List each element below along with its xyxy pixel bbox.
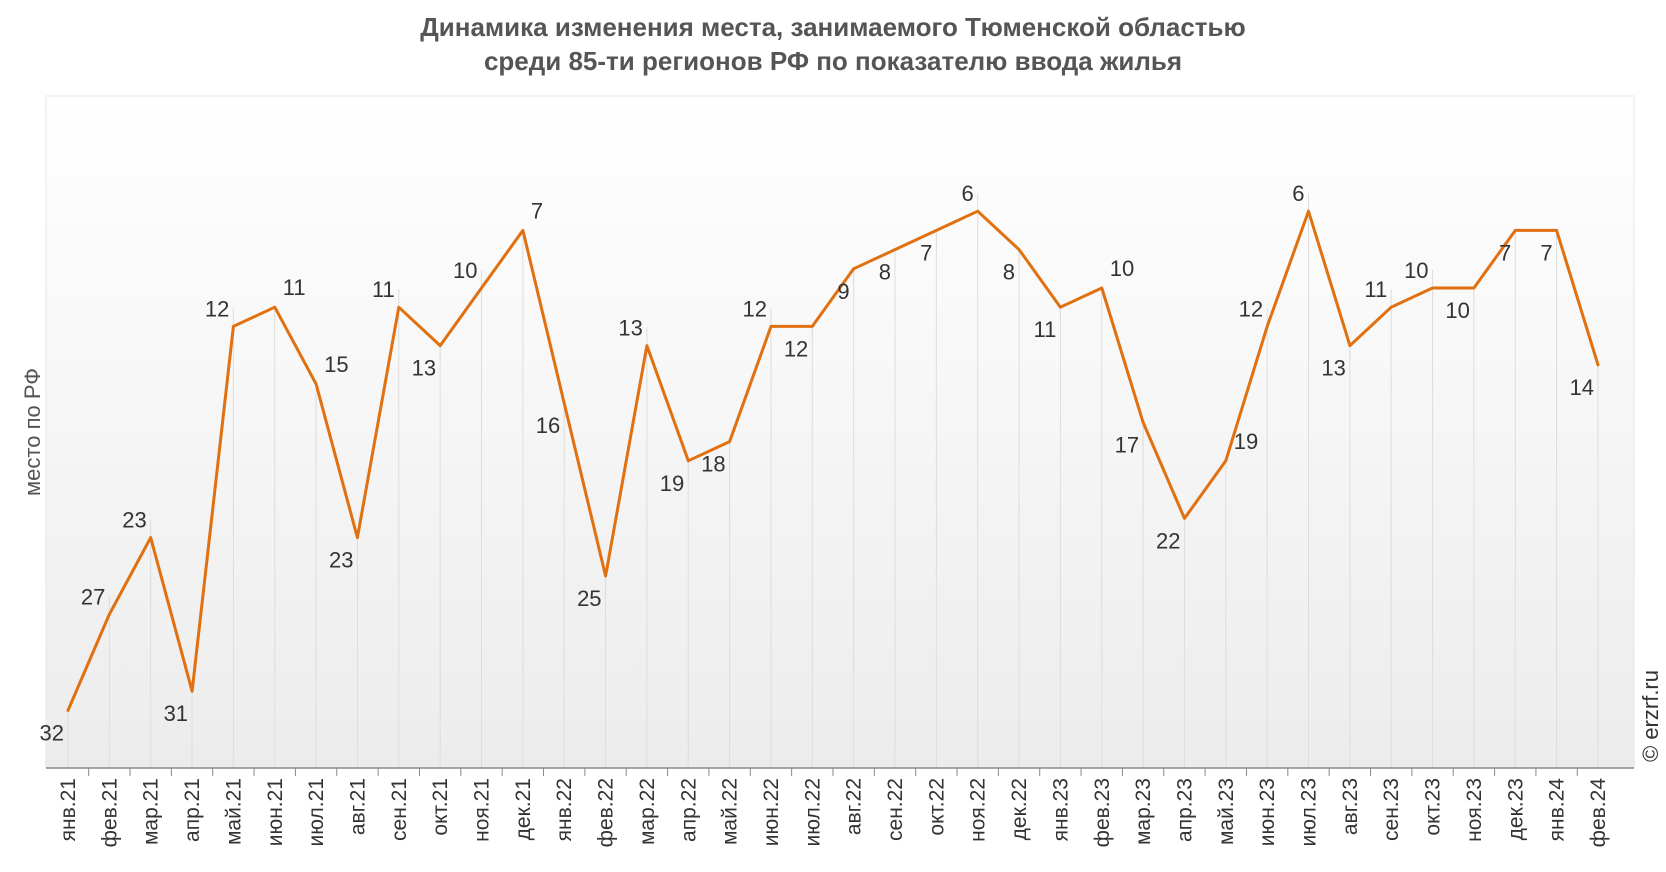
x-tick-label: окт.21 bbox=[429, 778, 452, 836]
series-line bbox=[66, 209, 1600, 712]
x-tick-label: фев.23 bbox=[1091, 778, 1114, 847]
data-label: 7 bbox=[1499, 240, 1511, 265]
data-label: 12 bbox=[742, 296, 766, 321]
data-label: 8 bbox=[1003, 260, 1015, 285]
x-tick-label: авг.23 bbox=[1339, 778, 1362, 835]
x-tick-label: авг.21 bbox=[346, 778, 369, 835]
data-label: 18 bbox=[701, 452, 725, 477]
data-label: 11 bbox=[1364, 277, 1387, 302]
data-label: 7 bbox=[920, 240, 932, 265]
x-tick-label: ноя.21 bbox=[471, 778, 494, 842]
x-tick-label: янв.24 bbox=[1546, 778, 1569, 842]
chart-title-line2: среди 85-ти регионов РФ по показателю вв… bbox=[484, 46, 1182, 76]
x-tick-label: дек.22 bbox=[1008, 778, 1031, 840]
x-tick-label: дек.23 bbox=[1504, 778, 1527, 840]
x-tick-label: сен.21 bbox=[388, 778, 411, 841]
x-tick-label: май.22 bbox=[719, 778, 742, 845]
data-label: 9 bbox=[837, 279, 849, 304]
data-label: 14 bbox=[1569, 375, 1593, 400]
chart-title-line1: Динамика изменения места, занимаемого Тю… bbox=[420, 12, 1245, 42]
data-label: 16 bbox=[536, 413, 560, 438]
data-label: 27 bbox=[81, 584, 105, 609]
x-axis-ticks bbox=[88, 768, 1578, 776]
x-tick-label: янв.21 bbox=[57, 778, 80, 841]
x-tick-label: ноя.22 bbox=[967, 778, 990, 842]
data-label: 31 bbox=[164, 701, 188, 726]
data-label: 13 bbox=[412, 356, 436, 381]
x-tick-label: окт.22 bbox=[925, 778, 948, 836]
drop-lines bbox=[67, 193, 1599, 768]
x-tick-label: май.21 bbox=[222, 778, 245, 845]
data-label: 25 bbox=[577, 586, 601, 611]
x-tick-label: окт.23 bbox=[1422, 778, 1445, 836]
x-tick-label: янв.23 bbox=[1049, 778, 1072, 841]
data-label: 6 bbox=[961, 181, 973, 206]
x-tick-label: ноя.23 bbox=[1463, 778, 1486, 842]
data-label: 12 bbox=[1239, 296, 1263, 321]
x-tick-label: мар.23 bbox=[1132, 778, 1155, 845]
data-label: 11 bbox=[1034, 317, 1057, 342]
x-tick-label: май.23 bbox=[1215, 778, 1238, 845]
data-label: 13 bbox=[618, 316, 642, 341]
data-label: 19 bbox=[1234, 429, 1258, 454]
data-label: 11 bbox=[372, 277, 395, 302]
data-label: 13 bbox=[1321, 356, 1345, 381]
data-label: 10 bbox=[1110, 256, 1134, 281]
data-label: 11 bbox=[283, 275, 306, 300]
data-label: 17 bbox=[1115, 432, 1139, 457]
x-tick-label: фев.24 bbox=[1587, 778, 1610, 848]
x-tick-label: июн.23 bbox=[1256, 778, 1279, 846]
data-labels: 32 27 23 31 12 11 15 23 11 13 10 7 16 25 13 19 18 12 12 9 8 7… bbox=[40, 181, 1594, 745]
x-tick-label: апр.22 bbox=[677, 778, 700, 842]
x-tick-label: июн.21 bbox=[264, 778, 287, 846]
data-label: 6 bbox=[1292, 181, 1304, 206]
plot-area bbox=[45, 95, 1635, 769]
x-tick-label: сен.22 bbox=[884, 778, 907, 841]
data-label: 12 bbox=[205, 296, 229, 321]
x-tick-label: фев.22 bbox=[595, 778, 618, 847]
x-tick-label: апр.23 bbox=[1174, 778, 1197, 842]
credit-text: © erzrf.ru bbox=[1638, 670, 1663, 762]
data-label: 12 bbox=[784, 336, 808, 361]
data-label: 10 bbox=[1404, 258, 1428, 283]
data-label: 7 bbox=[531, 198, 543, 223]
x-tick-label: июл.22 bbox=[801, 778, 824, 846]
data-label: 23 bbox=[329, 548, 353, 573]
x-tick-label: мар.22 bbox=[636, 778, 659, 845]
data-label: 7 bbox=[1540, 240, 1552, 265]
data-label: 32 bbox=[40, 720, 64, 745]
data-label: 22 bbox=[1156, 528, 1180, 553]
x-tick-label: июн.22 bbox=[760, 778, 783, 846]
x-tick-label: апр.21 bbox=[181, 778, 204, 842]
x-tick-label: июл.21 bbox=[305, 778, 328, 846]
x-tick-label: сен.23 bbox=[1380, 778, 1403, 841]
x-tick-label: мар.21 bbox=[140, 778, 163, 845]
x-tick-label: фев.21 bbox=[98, 778, 121, 847]
data-label: 8 bbox=[879, 260, 891, 285]
x-tick-label: янв.22 bbox=[553, 778, 576, 841]
y-axis-label: место по РФ bbox=[20, 368, 45, 496]
x-tick-label: июл.23 bbox=[1298, 778, 1321, 846]
x-tick-labels: янв.21 фев.21 мар.21 апр.21 май.21 июн.21 июл.… bbox=[57, 778, 1610, 848]
x-tick-label: дек.21 bbox=[512, 778, 535, 840]
data-label: 10 bbox=[1445, 298, 1469, 323]
data-label: 19 bbox=[660, 471, 684, 496]
data-label: 10 bbox=[453, 258, 477, 283]
x-tick-label: авг.22 bbox=[843, 778, 866, 835]
data-label: 15 bbox=[324, 352, 348, 377]
data-label: 23 bbox=[122, 508, 146, 533]
